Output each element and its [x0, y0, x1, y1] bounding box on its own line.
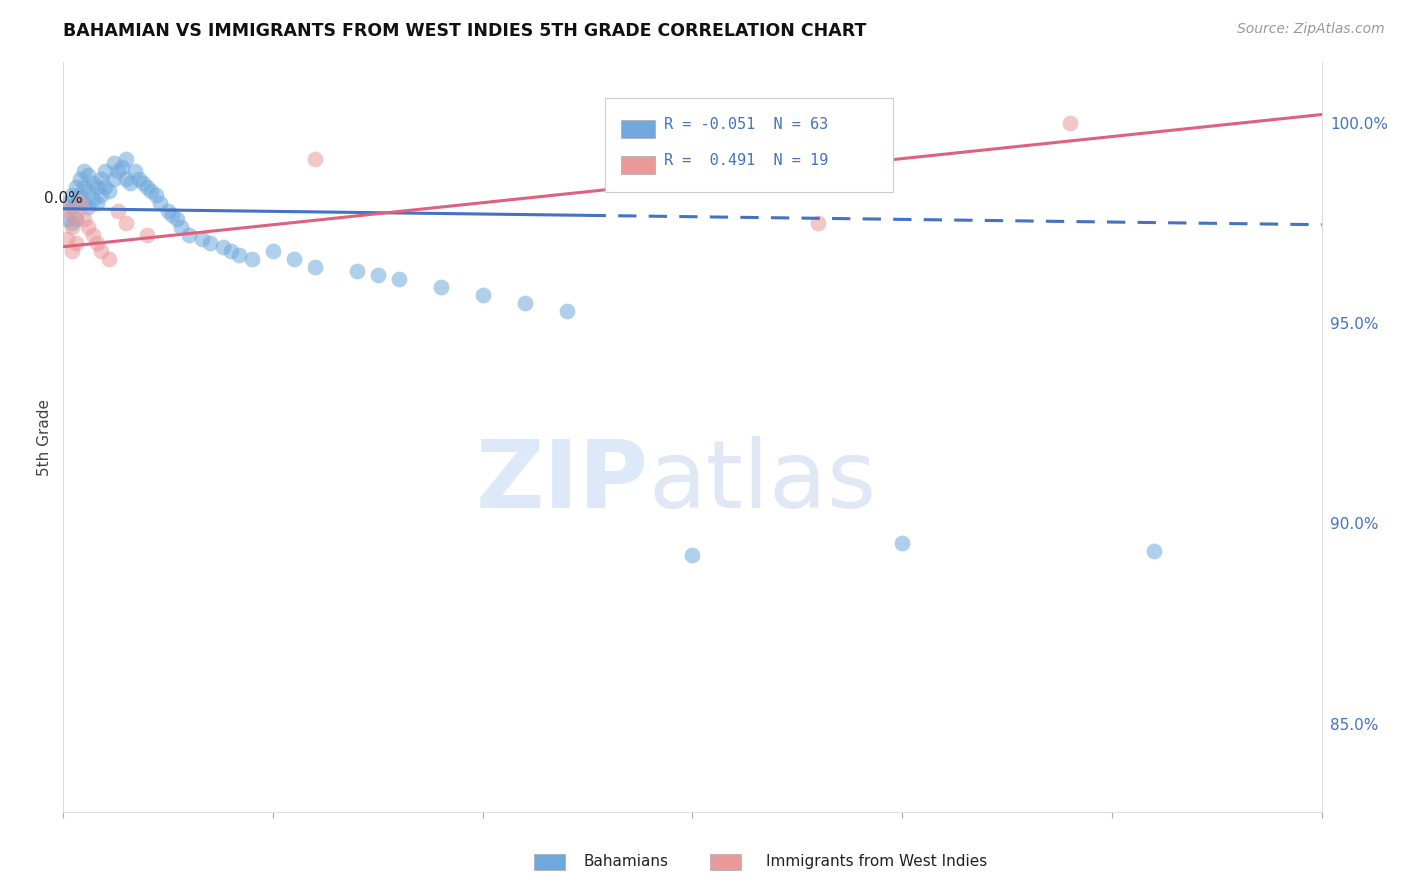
Point [346, 264, 368, 278]
Point [162, 208, 184, 222]
Text: ZIP: ZIP [475, 436, 648, 528]
Point [136, 227, 159, 242]
Point [90, 171, 112, 186]
Point [141, 184, 163, 198]
Text: 0.0%: 0.0% [44, 191, 83, 206]
Point [891, 536, 914, 550]
Point [170, 219, 193, 234]
Point [60, 200, 83, 214]
Point [807, 216, 830, 230]
Point [120, 176, 142, 190]
Text: R = -0.051  N = 63: R = -0.051 N = 63 [664, 118, 828, 132]
Point [1143, 544, 1166, 558]
Text: Source: ZipAtlas.com: Source: ZipAtlas.com [1237, 22, 1385, 37]
Y-axis label: 5th Grade: 5th Grade [37, 399, 52, 475]
Point [69, 171, 91, 186]
Point [86, 235, 108, 250]
Text: R =  0.491  N = 19: R = 0.491 N = 19 [664, 153, 828, 168]
Text: Immigrants from West Indies: Immigrants from West Indies [766, 855, 987, 869]
Text: BAHAMIAN VS IMMIGRANTS FROM WEST INDIES 5TH GRADE CORRELATION CHART: BAHAMIAN VS IMMIGRANTS FROM WEST INDIES … [63, 22, 866, 40]
Point [304, 260, 326, 274]
Point [56, 232, 79, 246]
Point [111, 160, 134, 174]
Point [262, 244, 284, 258]
Point [166, 211, 188, 226]
Point [60, 219, 83, 234]
Point [124, 163, 146, 178]
Point [115, 216, 138, 230]
Point [103, 171, 125, 186]
Point [98, 184, 121, 198]
Point [65, 179, 87, 194]
Point [90, 244, 112, 258]
Point [157, 203, 180, 218]
Point [149, 195, 172, 210]
Point [65, 235, 87, 250]
Point [145, 187, 167, 202]
Point [82, 192, 104, 206]
Point [56, 195, 79, 210]
Point [56, 211, 79, 226]
Point [132, 176, 155, 190]
Point [73, 163, 96, 178]
Point [115, 171, 138, 186]
Point [128, 171, 150, 186]
Point [94, 179, 117, 194]
Text: Bahamians: Bahamians [583, 855, 668, 869]
Point [283, 252, 305, 266]
Text: atlas: atlas [648, 436, 877, 528]
Point [86, 195, 108, 210]
Point [94, 163, 117, 178]
Point [367, 268, 389, 282]
Point [115, 152, 138, 166]
Point [73, 211, 96, 226]
Point [136, 179, 159, 194]
Point [73, 179, 96, 194]
Point [82, 227, 104, 242]
Point [77, 168, 100, 182]
Point [198, 235, 221, 250]
Point [98, 252, 121, 266]
Point [65, 195, 87, 210]
Point [682, 549, 704, 563]
Point [60, 216, 83, 230]
Point [69, 195, 91, 210]
Point [56, 203, 79, 218]
Point [1059, 115, 1081, 129]
Point [471, 288, 494, 302]
Point [555, 304, 578, 318]
Point [77, 219, 100, 234]
Point [60, 187, 83, 202]
Point [388, 272, 411, 286]
Point [304, 152, 326, 166]
Point [90, 187, 112, 202]
Point [69, 187, 91, 202]
Point [77, 184, 100, 198]
Point [73, 195, 96, 210]
Point [190, 232, 212, 246]
Point [240, 252, 263, 266]
Point [211, 240, 233, 254]
Point [82, 176, 104, 190]
Point [65, 208, 87, 222]
Point [228, 248, 250, 262]
Point [430, 280, 453, 294]
Point [219, 244, 242, 258]
Point [513, 296, 536, 310]
Point [107, 203, 129, 218]
Point [77, 200, 100, 214]
Point [179, 227, 201, 242]
Point [103, 155, 125, 169]
Point [86, 179, 108, 194]
Point [65, 211, 87, 226]
Point [107, 163, 129, 178]
Point [60, 244, 83, 258]
